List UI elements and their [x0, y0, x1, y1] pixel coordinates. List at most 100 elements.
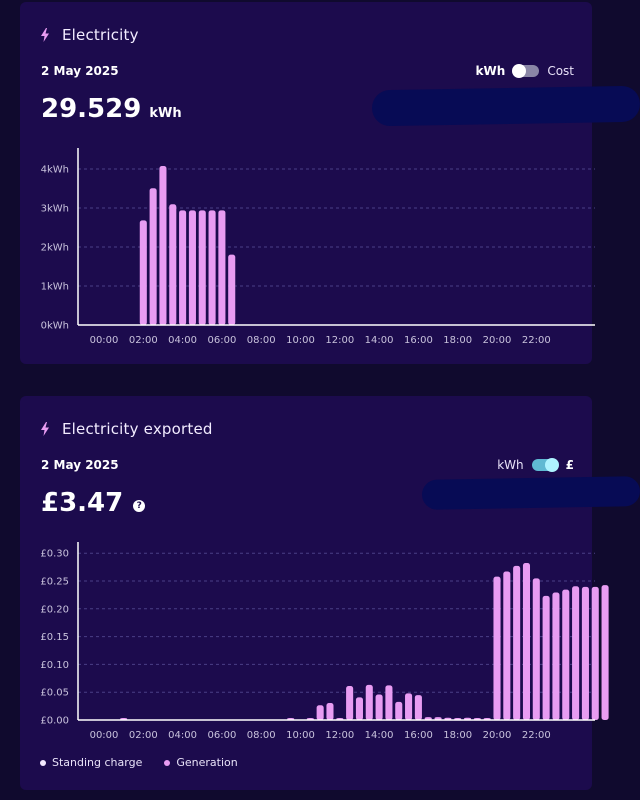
chart-bar: [228, 254, 236, 325]
chart-bar: [572, 586, 580, 720]
card-header: Electricity exported: [40, 420, 213, 438]
card-title: Electricity: [62, 26, 139, 44]
y-tick-label: 2kWh: [41, 243, 69, 254]
x-tick-label: 20:00: [483, 730, 512, 740]
legend-item-generation[interactable]: Generation: [164, 756, 238, 769]
y-tick-label: 4kWh: [41, 165, 69, 176]
x-tick-label: 06:00: [207, 730, 236, 740]
chart-bar: [198, 210, 206, 325]
card-title: Electricity exported: [62, 420, 213, 438]
chart-bar: [552, 592, 560, 720]
unit-switch[interactable]: [531, 458, 559, 472]
x-tick-label: 14:00: [365, 335, 394, 346]
chart-bar: [218, 210, 226, 325]
y-tick-label: £0.05: [40, 688, 69, 699]
y-tick-label: 1kWh: [41, 282, 69, 293]
chart-bar: [522, 563, 531, 720]
chart-bar: [405, 693, 413, 720]
x-tick-label: 22:00: [522, 335, 551, 346]
y-tick-label: 0kWh: [41, 321, 69, 332]
x-tick-label: 02:00: [129, 335, 158, 346]
y-tick-label: £0.15: [40, 632, 69, 643]
x-tick-label: 08:00: [247, 730, 276, 740]
question-mark-icon[interactable]: ?: [133, 500, 146, 512]
legend-label: Generation: [176, 756, 238, 769]
toggle-label-cost[interactable]: Cost: [547, 64, 574, 78]
y-tick-label: £0.20: [40, 604, 69, 615]
x-tick-label: 18:00: [443, 335, 472, 346]
usage-value: 29.529: [41, 94, 142, 124]
toggle-label-kwh[interactable]: kWh: [497, 458, 524, 472]
chart-bar: [414, 695, 422, 720]
chart-bar: [169, 204, 177, 325]
date-label: 2 May 2025: [41, 458, 119, 472]
legend-item-standing-charge[interactable]: Standing charge: [40, 756, 142, 769]
card-header: Electricity: [40, 26, 139, 44]
chart-bar: [591, 586, 599, 720]
legend-label: Standing charge: [52, 756, 143, 769]
chart-legend: Standing charge Generation: [40, 756, 238, 769]
chart-bar: [503, 571, 511, 720]
chart-bar: [532, 578, 540, 720]
toggle-label-pound[interactable]: £: [565, 458, 574, 472]
y-tick-label: £0.10: [40, 660, 69, 671]
export-value: £3.47: [41, 488, 124, 518]
switch-knob: [544, 458, 559, 472]
x-tick-label: 00:00: [90, 335, 119, 346]
x-tick-label: 18:00: [443, 730, 472, 740]
chart-bar: [493, 576, 501, 720]
x-tick-label: 00:00: [90, 730, 119, 740]
chart-bar: [316, 705, 324, 720]
date-label: 2 May 2025: [41, 64, 119, 78]
chart-bar: [562, 589, 570, 720]
y-tick-label: £0.25: [40, 577, 69, 588]
x-tick-label: 20:00: [483, 335, 512, 346]
switch-knob: [512, 64, 527, 78]
y-tick-label: £0.30: [40, 549, 69, 560]
usage-total: 29.529 kWh: [41, 94, 182, 124]
unit-toggle[interactable]: kWh £: [497, 458, 574, 472]
x-tick-label: 16:00: [404, 335, 433, 346]
chart-bar: [159, 166, 167, 325]
chart-bar: [581, 586, 589, 720]
chart-bar: [326, 703, 334, 720]
chart-bar: [513, 565, 521, 720]
redaction-mark: [371, 85, 640, 127]
chart-bar: [355, 697, 363, 720]
electricity-usage-chart: 0kWh 1kWh 2kWh 3kWh 4kWh 00:00 02:00 04:00 06:00…: [41, 148, 595, 346]
x-tick-label: 12:00: [325, 730, 354, 740]
x-tick-label: 08:00: [247, 335, 276, 346]
usage-unit: kWh: [149, 106, 182, 121]
legend-dot: [40, 759, 46, 766]
toggle-label-kwh[interactable]: kWh: [475, 64, 506, 78]
x-tick-label: 02:00: [129, 730, 158, 740]
chart-bar: [365, 684, 373, 720]
x-tick-label: 06:00: [207, 335, 236, 346]
chart-bar: [179, 210, 187, 325]
export-total: £3.47 ?: [41, 488, 146, 518]
y-tick-label: 3kWh: [41, 204, 69, 215]
chart-bar: [542, 595, 550, 720]
electricity-card: Electricity 2 May 2025 29.529 kWh kWh Co…: [20, 2, 592, 364]
legend-dot: [164, 759, 171, 766]
chart-bar: [601, 585, 609, 720]
unit-switch[interactable]: [512, 64, 540, 78]
y-tick-label: £0.00: [40, 716, 69, 727]
unit-toggle[interactable]: kWh Cost: [476, 64, 574, 78]
chart-bar: [346, 686, 354, 720]
x-tick-label: 12:00: [325, 335, 354, 346]
chart-bar: [149, 188, 157, 325]
x-tick-label: 10:00: [286, 335, 315, 346]
chart-bar: [139, 220, 147, 325]
electricity-exported-chart: £0.00 £0.05 £0.10 £0.15 £0.20 £0.25 £0.30 00:00…: [40, 542, 609, 740]
redaction-mark: [421, 476, 640, 510]
chart-bar: [375, 694, 383, 720]
x-tick-label: 16:00: [404, 730, 433, 740]
x-tick-label: 04:00: [168, 730, 197, 740]
x-tick-label: 10:00: [286, 730, 315, 740]
lightning-bolt-icon: [41, 28, 49, 42]
lightning-bolt-icon: [41, 422, 49, 436]
chart-bar: [208, 210, 216, 325]
x-tick-label: 22:00: [522, 730, 551, 740]
x-tick-label: 14:00: [365, 730, 394, 740]
